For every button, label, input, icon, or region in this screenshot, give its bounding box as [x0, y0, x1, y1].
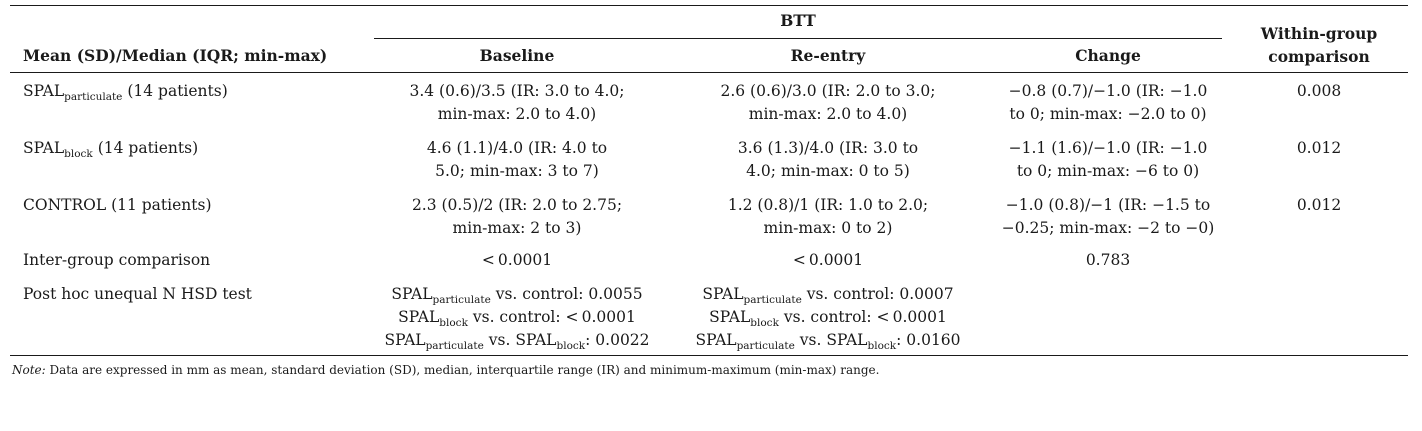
header-baseline: Baseline: [479, 46, 555, 65]
intergroup-label: Inter-group comparison: [23, 251, 211, 269]
note-text: Data are expressed in mm as mean, standa…: [45, 363, 880, 377]
baseline-cell: 3.4 (0.6)/3.5 (IR: 3.0 to 4.0; min-max: 2…: [367, 80, 667, 126]
change-cell: −1.0 (0.8)/−1 (IR: −1.5 to −0.25; min-max…: [978, 194, 1238, 240]
top-rule: [10, 5, 1408, 6]
intergroup-baseline: < 0.0001: [481, 251, 553, 269]
change-cell: −1.1 (1.6)/−1.0 (IR: −1.0 to 0; min-max: …: [978, 137, 1238, 183]
posthoc-baseline: SPALparticulate vs. control: 0.0055 SPALb…: [367, 283, 667, 352]
change-cell-line: −0.8 (0.7)/−1.0 (IR: −1.0: [1008, 82, 1208, 100]
baseline-cell-line: min-max: 2 to 3): [452, 219, 582, 237]
header-row-label: Mean (SD)/Median (IQR; min-max): [23, 46, 328, 65]
header-within-line1: Within-group: [1260, 24, 1378, 43]
change-cell-line: −0.25; min-max: −2 to −0): [1001, 219, 1215, 237]
header-reentry: Re-entry: [790, 46, 866, 65]
reentry-cell-line: 2.6 (0.6)/3.0 (IR: 2.0 to 3.0;: [720, 82, 936, 100]
within-cell: 0.008: [1296, 82, 1342, 100]
note-lead: Note:: [12, 363, 46, 377]
change-cell-line: to 0; min-max: −6 to 0): [1016, 162, 1200, 180]
change-cell: −0.8 (0.7)/−1.0 (IR: −1.0 to 0; min-max: …: [978, 80, 1238, 126]
posthoc-line: SPALparticulate vs. SPALblock: 0.0022: [384, 331, 650, 352]
within-cell: 0.012: [1296, 139, 1342, 157]
reentry-cell-line: min-max: 2.0 to 4.0): [748, 105, 908, 123]
header-within-line2: comparison: [1268, 47, 1370, 66]
intergroup-change: 0.783: [1085, 251, 1131, 269]
posthoc-line: SPALparticulate vs. control: 0.0055: [391, 285, 643, 306]
reentry-cell: 1.2 (0.8)/1 (IR: 1.0 to 2.0; min-max: 0 t…: [678, 194, 978, 240]
reentry-cell-line: 4.0; min-max: 0 to 5): [746, 162, 910, 180]
header-within: Within-group comparison: [1244, 22, 1394, 68]
header-bottom-rule: [10, 72, 1408, 73]
baseline-cell-line: min-max: 2.0 to 4.0): [437, 105, 597, 123]
baseline-cell-line: 4.6 (1.1)/4.0 (IR: 4.0 to: [426, 139, 608, 157]
baseline-cell-line: 3.4 (0.6)/3.5 (IR: 3.0 to 4.0;: [409, 82, 625, 100]
change-cell-line: to 0; min-max: −2.0 to 0): [1009, 105, 1207, 123]
posthoc-label: Post hoc unequal N HSD test: [23, 285, 252, 303]
row-label: SPALparticulate (14 patients): [23, 82, 228, 103]
reentry-cell: 3.6 (1.3)/4.0 (IR: 3.0 to 4.0; min-max: 0…: [678, 137, 978, 183]
baseline-cell-line: 2.3 (0.5)/2 (IR: 2.0 to 2.75;: [411, 196, 623, 214]
reentry-cell-line: 3.6 (1.3)/4.0 (IR: 3.0 to: [737, 139, 919, 157]
reentry-cell-line: min-max: 0 to 2): [763, 219, 893, 237]
posthoc-reentry: SPALparticulate vs. control: 0.0007 SPALb…: [678, 283, 978, 352]
baseline-cell: 2.3 (0.5)/2 (IR: 2.0 to 2.75; min-max: 2 …: [367, 194, 667, 240]
header-btt: BTT: [780, 11, 816, 30]
posthoc-line: SPALparticulate vs. SPALblock: 0.0160: [695, 331, 961, 352]
reentry-cell-line: 1.2 (0.8)/1 (IR: 1.0 to 2.0;: [727, 196, 929, 214]
posthoc-line: SPALblock vs. control: < 0.0001: [398, 308, 636, 329]
baseline-cell: 4.6 (1.1)/4.0 (IR: 4.0 to 5.0; min-max: 3…: [367, 137, 667, 183]
change-cell-line: −1.0 (0.8)/−1 (IR: −1.5 to: [1005, 196, 1211, 214]
bottom-rule: [10, 355, 1408, 356]
change-cell-line: −1.1 (1.6)/−1.0 (IR: −1.0: [1008, 139, 1208, 157]
reentry-cell: 2.6 (0.6)/3.0 (IR: 2.0 to 3.0; min-max: 2…: [678, 80, 978, 126]
table-note: Note: Data are expressed in mm as mean, …: [12, 363, 879, 377]
row-label: SPALblock (14 patients): [23, 139, 199, 160]
within-cell: 0.012: [1296, 196, 1342, 214]
baseline-cell-line: 5.0; min-max: 3 to 7): [435, 162, 599, 180]
header-change: Change: [1075, 46, 1141, 65]
posthoc-line: SPALparticulate vs. control: 0.0007: [702, 285, 954, 306]
intergroup-reentry: < 0.0001: [792, 251, 864, 269]
posthoc-line: SPALblock vs. control: < 0.0001: [709, 308, 947, 329]
row-label: CONTROL (11 patients): [23, 196, 212, 214]
btt-span-rule: [374, 38, 1222, 39]
